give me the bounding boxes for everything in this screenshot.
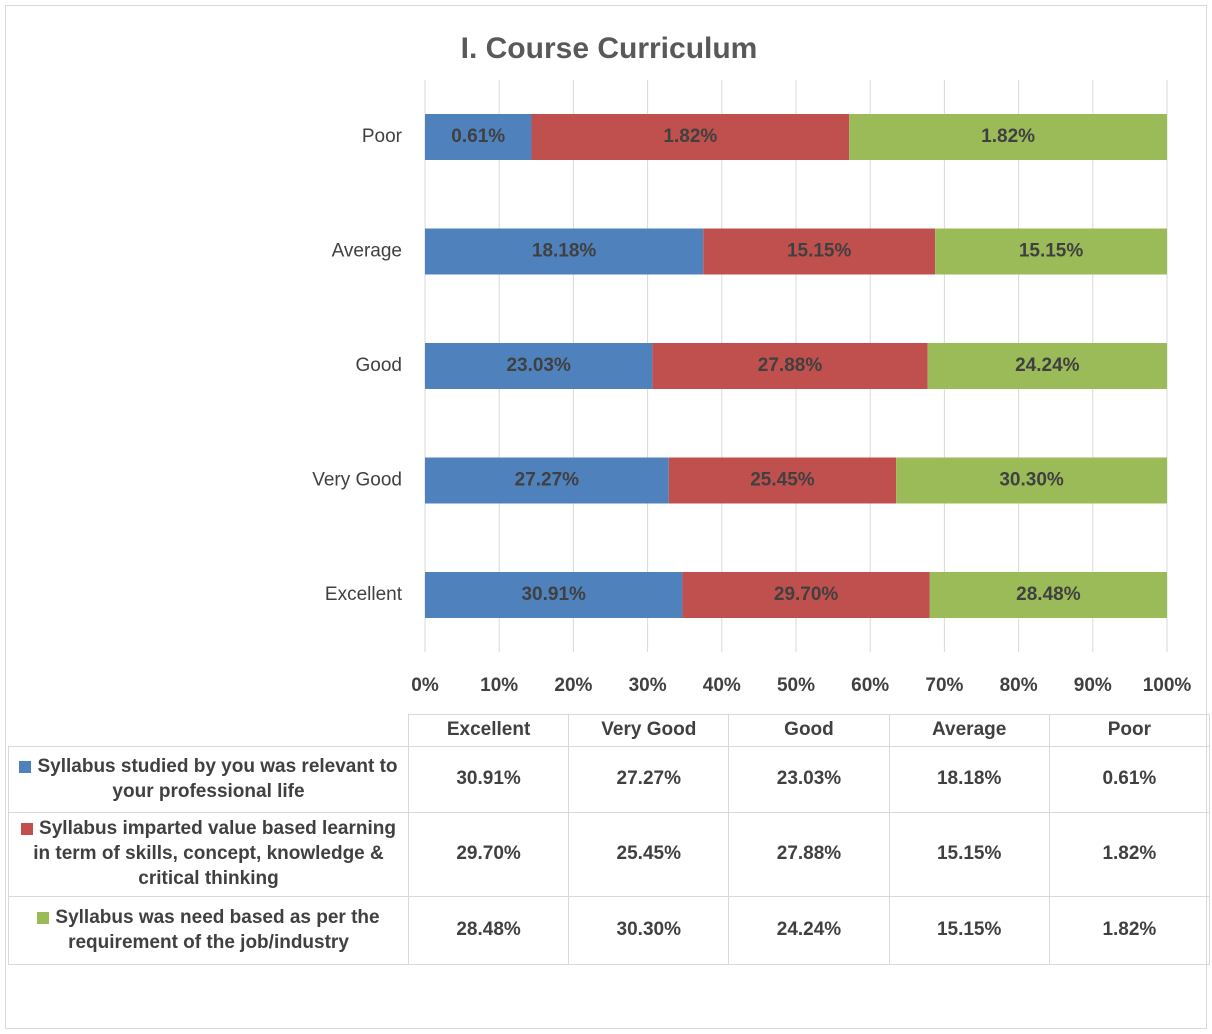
y-tick-label: Very Good — [312, 470, 402, 491]
data-label: 0.61% — [451, 126, 505, 147]
table-value: 15.15% — [888, 896, 1050, 965]
legend-cell: Syllabus was need based as per the requi… — [8, 896, 409, 965]
bar-segment — [682, 572, 930, 618]
table-value: 28.48% — [408, 896, 570, 965]
table-value: 27.88% — [728, 812, 890, 897]
y-tick-label: Excellent — [325, 584, 403, 605]
legend-swatch — [19, 760, 32, 773]
legend-label: Syllabus was need based as per the requi… — [55, 906, 380, 953]
table-value: 15.15% — [888, 812, 1050, 897]
table-header: Very Good — [568, 714, 730, 747]
bar-segment — [935, 228, 1167, 275]
x-tick-label: 90% — [1074, 675, 1112, 696]
table-header: Poor — [1048, 714, 1210, 747]
bar-segment — [849, 114, 1167, 160]
legend-label: Syllabus studied by you was relevant to … — [37, 755, 398, 802]
data-label: 1.82% — [981, 126, 1035, 147]
table-value: 23.03% — [728, 746, 890, 813]
data-label: 28.48% — [1016, 584, 1081, 605]
legend-swatch — [37, 911, 50, 924]
bar-segment — [425, 572, 683, 618]
x-tick-label: 0% — [411, 675, 439, 696]
legend-swatch — [21, 823, 34, 836]
data-label: 1.82% — [663, 126, 717, 147]
bar-segment — [425, 457, 669, 504]
bar-segment — [425, 228, 704, 275]
data-label: 27.88% — [758, 355, 823, 376]
bar-segment — [703, 228, 936, 275]
table-value: 1.82% — [1048, 812, 1210, 897]
table-value: 1.82% — [1048, 896, 1210, 965]
x-tick-label: 10% — [480, 675, 518, 696]
bar-segment — [652, 343, 928, 389]
data-label: 30.30% — [999, 470, 1064, 491]
bar-segment — [425, 343, 653, 389]
x-tick-label: 70% — [925, 675, 963, 696]
data-label: 15.15% — [787, 241, 852, 262]
x-tick-label: 80% — [1000, 675, 1038, 696]
data-label: 25.45% — [750, 470, 815, 491]
data-label: 23.03% — [506, 355, 571, 376]
table-value: 30.30% — [568, 896, 730, 965]
table-value: 25.45% — [568, 812, 730, 897]
legend-entry: Syllabus imparted value based learning i… — [15, 817, 402, 891]
y-tick-label: Average — [332, 241, 402, 262]
chart-frame — [5, 5, 1207, 1029]
table-value: 30.91% — [408, 746, 570, 813]
data-label: 24.24% — [1015, 355, 1080, 376]
bar-segment — [896, 457, 1167, 504]
data-label: 15.15% — [1019, 241, 1084, 262]
table-value: 0.61% — [1048, 746, 1210, 813]
x-tick-label: 30% — [629, 675, 667, 696]
table-value: 27.27% — [568, 746, 730, 813]
data-label: 29.70% — [774, 584, 839, 605]
data-label: 27.27% — [515, 470, 580, 491]
legend-label: Syllabus imparted value based learning i… — [33, 818, 396, 889]
chart-title: I. Course Curriculum — [461, 32, 758, 65]
legend-cell: Syllabus imparted value based learning i… — [8, 812, 409, 897]
table-value: 29.70% — [408, 812, 570, 897]
y-tick-label: Good — [356, 355, 402, 376]
legend-cell: Syllabus studied by you was relevant to … — [8, 746, 409, 813]
bar-segment — [425, 114, 532, 160]
table-value: 18.18% — [888, 746, 1050, 813]
x-tick-label: 20% — [554, 675, 592, 696]
table-header: Good — [728, 714, 890, 747]
legend-entry: Syllabus was need based as per the requi… — [15, 906, 402, 955]
x-tick-label: 50% — [777, 675, 815, 696]
bar-segment — [929, 572, 1167, 618]
data-label: 18.18% — [532, 241, 597, 262]
bar-segment — [668, 457, 897, 504]
table-value: 24.24% — [728, 896, 890, 965]
bar-segment — [927, 343, 1167, 389]
table-header: Average — [888, 714, 1050, 747]
bar-segment — [531, 114, 850, 160]
x-tick-label: 40% — [703, 675, 741, 696]
x-tick-label: 60% — [851, 675, 889, 696]
x-tick-label: 100% — [1143, 675, 1192, 696]
legend-entry: Syllabus studied by you was relevant to … — [15, 755, 402, 804]
y-tick-label: Poor — [362, 126, 403, 147]
table-header: Excellent — [408, 714, 570, 747]
data-label: 30.91% — [521, 584, 586, 605]
